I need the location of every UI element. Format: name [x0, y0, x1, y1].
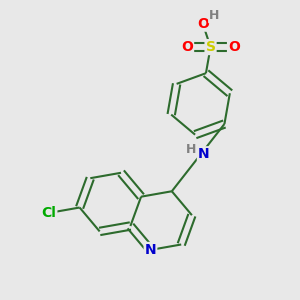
Text: O: O [228, 40, 240, 54]
Text: N: N [145, 243, 156, 257]
Text: H: H [209, 9, 220, 22]
Text: S: S [206, 40, 216, 54]
Text: O: O [181, 40, 193, 54]
Text: Cl: Cl [41, 206, 56, 220]
Text: N: N [198, 147, 209, 161]
Text: O: O [197, 17, 209, 31]
Text: H: H [186, 143, 196, 156]
